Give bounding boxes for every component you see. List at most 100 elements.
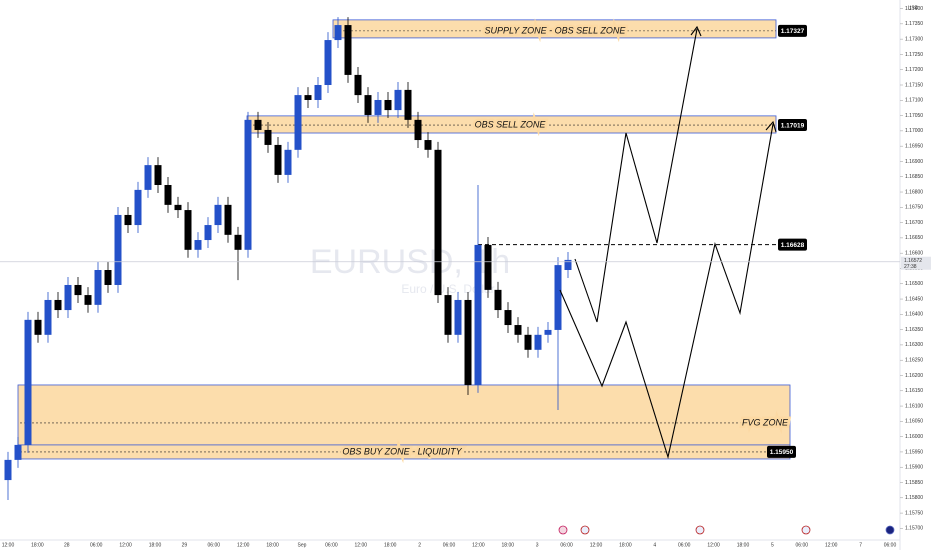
y-tick-label: 1.16500 — [905, 281, 923, 287]
x-tick-label: 3 — [536, 542, 539, 548]
y-tick-label: 1.16400 — [905, 312, 923, 318]
candle-body — [364, 95, 372, 115]
candle-body — [274, 144, 282, 175]
event-icon[interactable] — [885, 525, 895, 535]
y-tick-label: 1.17100 — [905, 98, 923, 104]
price-tag — [767, 445, 796, 458]
axes: 1.17400 1.17350 1.17300 1.17250 1.17200 1.171… — [0, 6, 931, 548]
zones: SUPPLY ZONE - OBS SELL ZONE 1.17327 OBS SE… — [17, 19, 807, 460]
y-tick-label: 1.16050 — [905, 419, 923, 425]
candle-body — [134, 189, 142, 226]
y-tick-label: 1.17300 — [905, 36, 923, 42]
x-tick-label: 06:00 — [443, 542, 456, 548]
y-tick-label: 1.16900 — [905, 159, 923, 165]
y-tick-label: 1.16450 — [905, 296, 923, 302]
price-tag — [778, 24, 807, 37]
x-tick-label: 18:00 — [737, 542, 750, 548]
last-price-label: 1.16572 — [904, 258, 922, 264]
projection-paths — [559, 25, 777, 460]
candle-body — [114, 214, 122, 285]
arrowhead — [690, 25, 702, 37]
x-tick-label: 06:00 — [560, 542, 573, 548]
projection-upper — [574, 28, 698, 323]
y-tick-label: 1.15700 — [905, 526, 923, 532]
candle-body — [14, 444, 22, 460]
candle-body — [84, 295, 92, 305]
candle-body — [304, 95, 312, 100]
candle-body — [54, 299, 62, 311]
candle-body — [394, 89, 402, 111]
y-tick-label: 1.16150 — [905, 388, 923, 394]
x-tick-label: 18:00 — [266, 542, 279, 548]
event-icon[interactable] — [558, 525, 568, 535]
x-tick-label: 18:00 — [502, 542, 515, 548]
y-tick-label: 1.17250 — [905, 52, 923, 58]
x-tick-label: 12:00 — [472, 542, 485, 548]
candle-body — [374, 99, 382, 115]
event-icon[interactable] — [695, 525, 705, 535]
candle-body — [294, 95, 302, 150]
candle-body — [334, 25, 342, 41]
y-tick-label: 1.16950 — [905, 143, 923, 149]
y-tick-label: 1.16250 — [905, 358, 923, 364]
candle-body — [494, 289, 502, 311]
candle-body — [144, 165, 152, 190]
candle-body — [324, 40, 332, 86]
candles — [4, 17, 572, 500]
y-tick-label: 1.17050 — [905, 113, 923, 119]
y-tick-label: 1.16200 — [905, 373, 923, 379]
candle-body — [534, 334, 542, 350]
candle-body — [124, 214, 132, 226]
candle-body — [504, 310, 512, 326]
y-tick-label: 1.15750 — [905, 510, 923, 516]
x-tick-label: 18:00 — [619, 542, 632, 548]
arrowhead — [765, 120, 777, 133]
candle-body — [554, 265, 562, 330]
y-tick-label: 1.16350 — [905, 327, 923, 333]
candle-body — [384, 99, 392, 111]
y-tick-label: 1.17150 — [905, 82, 923, 88]
x-tick-label: 18:00 — [31, 542, 44, 548]
price-tag — [778, 238, 807, 251]
price-tag-label: 1.16628 — [781, 242, 805, 249]
candle-body — [514, 325, 522, 335]
candle-body — [234, 234, 242, 250]
x-tick-label: 7 — [859, 542, 862, 548]
zone-label: SUPPLY ZONE - OBS SELL ZONE — [485, 25, 627, 35]
x-tick-label: 12:00 — [119, 542, 132, 548]
candle-body — [524, 334, 532, 350]
y-tick-label: 1.16100 — [905, 403, 923, 409]
x-tick-label: 06:00 — [325, 542, 338, 548]
event-icons — [558, 525, 895, 535]
zone-label: FVG ZONE — [742, 417, 789, 427]
event-icon[interactable] — [801, 525, 811, 535]
y-tick-label: 1.16600 — [905, 251, 923, 257]
y-tick-label: 1.17000 — [905, 128, 923, 134]
candle-body — [44, 299, 52, 335]
candle-body — [344, 25, 352, 75]
candle-body — [174, 204, 182, 211]
x-tick-label: 12:00 — [2, 542, 15, 548]
candle-body — [194, 240, 202, 250]
candle-body — [104, 270, 112, 285]
y-tick-label: 1.15800 — [905, 495, 923, 501]
candle-body — [24, 319, 32, 445]
x-tick-label: Sep — [298, 542, 307, 548]
zone-label: OBS BUY ZONE - LIQUIDITY — [342, 446, 462, 456]
price-tag-label: 1.17019 — [781, 122, 805, 129]
y-tick-label: 1.16800 — [905, 189, 923, 195]
candle-body — [404, 89, 412, 120]
x-tick-label: 2 — [418, 542, 421, 548]
x-tick-label: 06:00 — [884, 542, 897, 548]
x-tick-label: 06:00 — [208, 542, 221, 548]
candle-body — [244, 119, 252, 250]
event-icon[interactable] — [580, 525, 590, 535]
candle-body — [64, 284, 72, 311]
price-tag — [778, 119, 807, 132]
candle-body — [254, 119, 262, 130]
candle-body — [484, 244, 492, 290]
candle-body — [4, 459, 12, 481]
x-tick-label: 06:00 — [678, 542, 691, 548]
y-tick-label: 1.15950 — [905, 449, 923, 455]
y-tick-label: 1.17400 — [905, 6, 923, 12]
